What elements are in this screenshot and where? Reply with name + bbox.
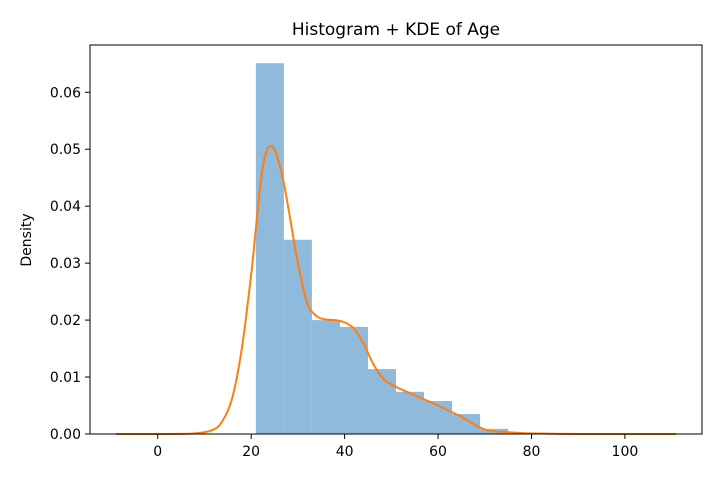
histogram-bar-0 [255, 63, 284, 434]
kde-layer [115, 145, 677, 436]
x-tick-label: 100 [612, 444, 639, 460]
y-tick-label: 0.06 [50, 85, 81, 101]
y-tick-label: 0.05 [50, 142, 81, 158]
histogram-bar-2 [311, 320, 340, 434]
plot-frame [89, 44, 703, 435]
x-tick-label: 0 [153, 444, 162, 460]
y-axis-ticks: 0.00 0.01 0.02 0.03 0.04 0.05 0.06 [50, 85, 90, 443]
x-tick-label: 20 [242, 444, 260, 460]
histogram-bar-5 [396, 391, 425, 434]
y-tick-label: 0.03 [50, 256, 81, 272]
y-tick-label: 0.02 [50, 313, 81, 329]
histogram-bar-7 [452, 414, 481, 434]
y-tick-label: 0.01 [50, 370, 81, 386]
x-tick-label: 40 [336, 444, 354, 460]
chart-title: Histogram + KDE of Age [292, 20, 500, 40]
x-axis-ticks: 0 20 40 60 80 100 [153, 434, 638, 460]
histogram-bar-4 [367, 369, 396, 434]
x-tick-label: 80 [523, 444, 541, 460]
y-tick-label: 0.04 [50, 199, 81, 215]
y-tick-label: 0.00 [50, 427, 81, 443]
histogram-bar-1 [283, 239, 312, 434]
kde-line [115, 145, 677, 436]
y-axis-label: Density [19, 213, 35, 266]
x-tick-label: 60 [429, 444, 447, 460]
